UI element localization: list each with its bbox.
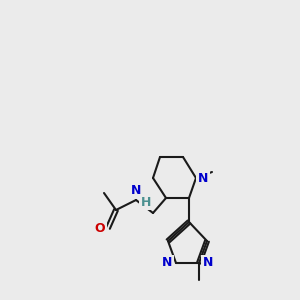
Text: N: N: [162, 256, 172, 269]
Text: N: N: [203, 256, 213, 269]
Text: O: O: [95, 221, 105, 235]
Text: N: N: [131, 184, 141, 196]
Text: N: N: [198, 172, 208, 184]
Text: H: H: [141, 196, 151, 208]
